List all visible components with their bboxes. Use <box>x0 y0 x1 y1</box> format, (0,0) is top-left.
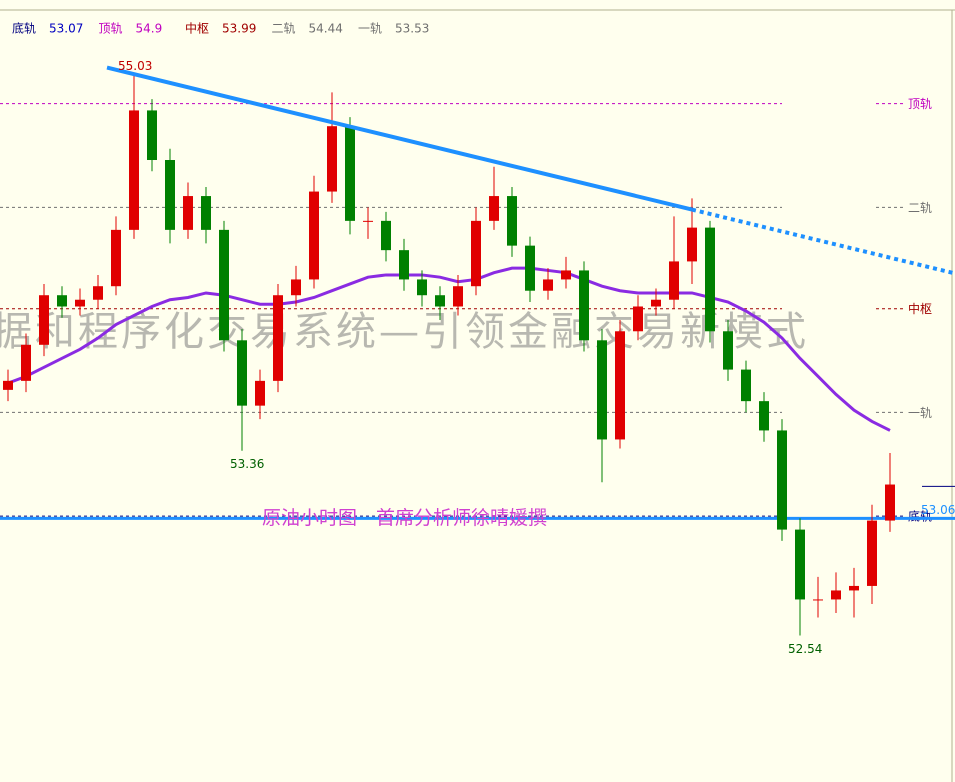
rail-label: 一轨 <box>908 406 932 420</box>
rail-label: 顶轨 <box>908 97 932 111</box>
candle-body <box>867 520 877 586</box>
candle-body <box>849 585 859 591</box>
legend-name: 二轨 <box>272 22 296 36</box>
candle-body <box>147 110 157 161</box>
candle-body <box>831 590 841 600</box>
candle-body <box>165 160 175 230</box>
legend-name: 一轨 <box>358 22 382 36</box>
candle-body <box>813 599 823 601</box>
candle-body <box>651 299 661 307</box>
candle-body <box>291 279 301 296</box>
extreme-label: 55.03 <box>118 59 152 73</box>
candle-body <box>183 196 193 230</box>
candle-body <box>435 295 445 307</box>
rail-label: 中枢 <box>908 301 932 316</box>
candle-body <box>309 191 319 280</box>
candle-body <box>687 227 697 262</box>
legend-value: 54.44 <box>309 22 343 36</box>
candle-body <box>39 295 49 345</box>
candle-body <box>705 227 715 332</box>
candle-body <box>201 196 211 230</box>
rail-label: 二轨 <box>908 201 932 215</box>
moving-average <box>7 266 891 432</box>
candle-body <box>723 331 733 370</box>
candle-body <box>885 484 895 521</box>
candle-body <box>237 340 247 406</box>
extreme-label: 52.54 <box>788 642 822 656</box>
candle-body <box>615 331 625 440</box>
candle-body <box>795 529 805 600</box>
candle-body <box>273 295 283 381</box>
legend-value: 53.53 <box>395 22 429 36</box>
candle-body <box>21 344 31 381</box>
candle-body <box>129 110 139 230</box>
candle-body <box>543 279 553 291</box>
trendline-extension <box>691 207 955 276</box>
candle-body <box>741 369 751 402</box>
candle-body <box>417 279 427 296</box>
watermark: 据和程序化交易系统—引领金融交易新模式 <box>0 309 809 355</box>
candle-body <box>111 229 121 287</box>
candle-body <box>777 430 787 530</box>
price-label: 53.06 <box>921 503 955 517</box>
candle-body <box>759 401 769 431</box>
legend-value: 53.07 <box>49 22 83 36</box>
candle-body <box>93 286 103 300</box>
candle-body <box>579 270 589 341</box>
legend-value: 53.99 <box>222 22 256 36</box>
candle-body <box>219 229 229 341</box>
legend-name: 底轨 <box>12 21 36 36</box>
trendline <box>106 65 693 212</box>
candle-body <box>597 340 607 440</box>
candle-body <box>633 306 643 332</box>
candle-body <box>525 245 535 291</box>
candle-body <box>453 286 463 307</box>
candle-body <box>381 220 391 251</box>
candle-body <box>669 261 679 300</box>
candle-body <box>399 250 409 280</box>
candle-body <box>471 220 481 287</box>
candle-body <box>75 299 85 307</box>
candle-body <box>489 196 499 221</box>
legend-value: 54.9 <box>136 22 163 36</box>
caption: 原油小时图 首席分析师徐晴媛撰 <box>262 507 547 529</box>
candle-body <box>363 220 373 222</box>
candle-body <box>507 196 517 246</box>
candle-body <box>327 126 337 192</box>
candle-body <box>3 380 13 390</box>
candle-body <box>255 380 265 406</box>
candle-body <box>57 295 67 307</box>
legend-name: 中枢 <box>185 21 209 36</box>
candle-body <box>345 126 355 221</box>
candle-body <box>561 270 571 280</box>
legend-name: 顶轨 <box>99 22 123 36</box>
extreme-label: 53.36 <box>230 457 264 471</box>
